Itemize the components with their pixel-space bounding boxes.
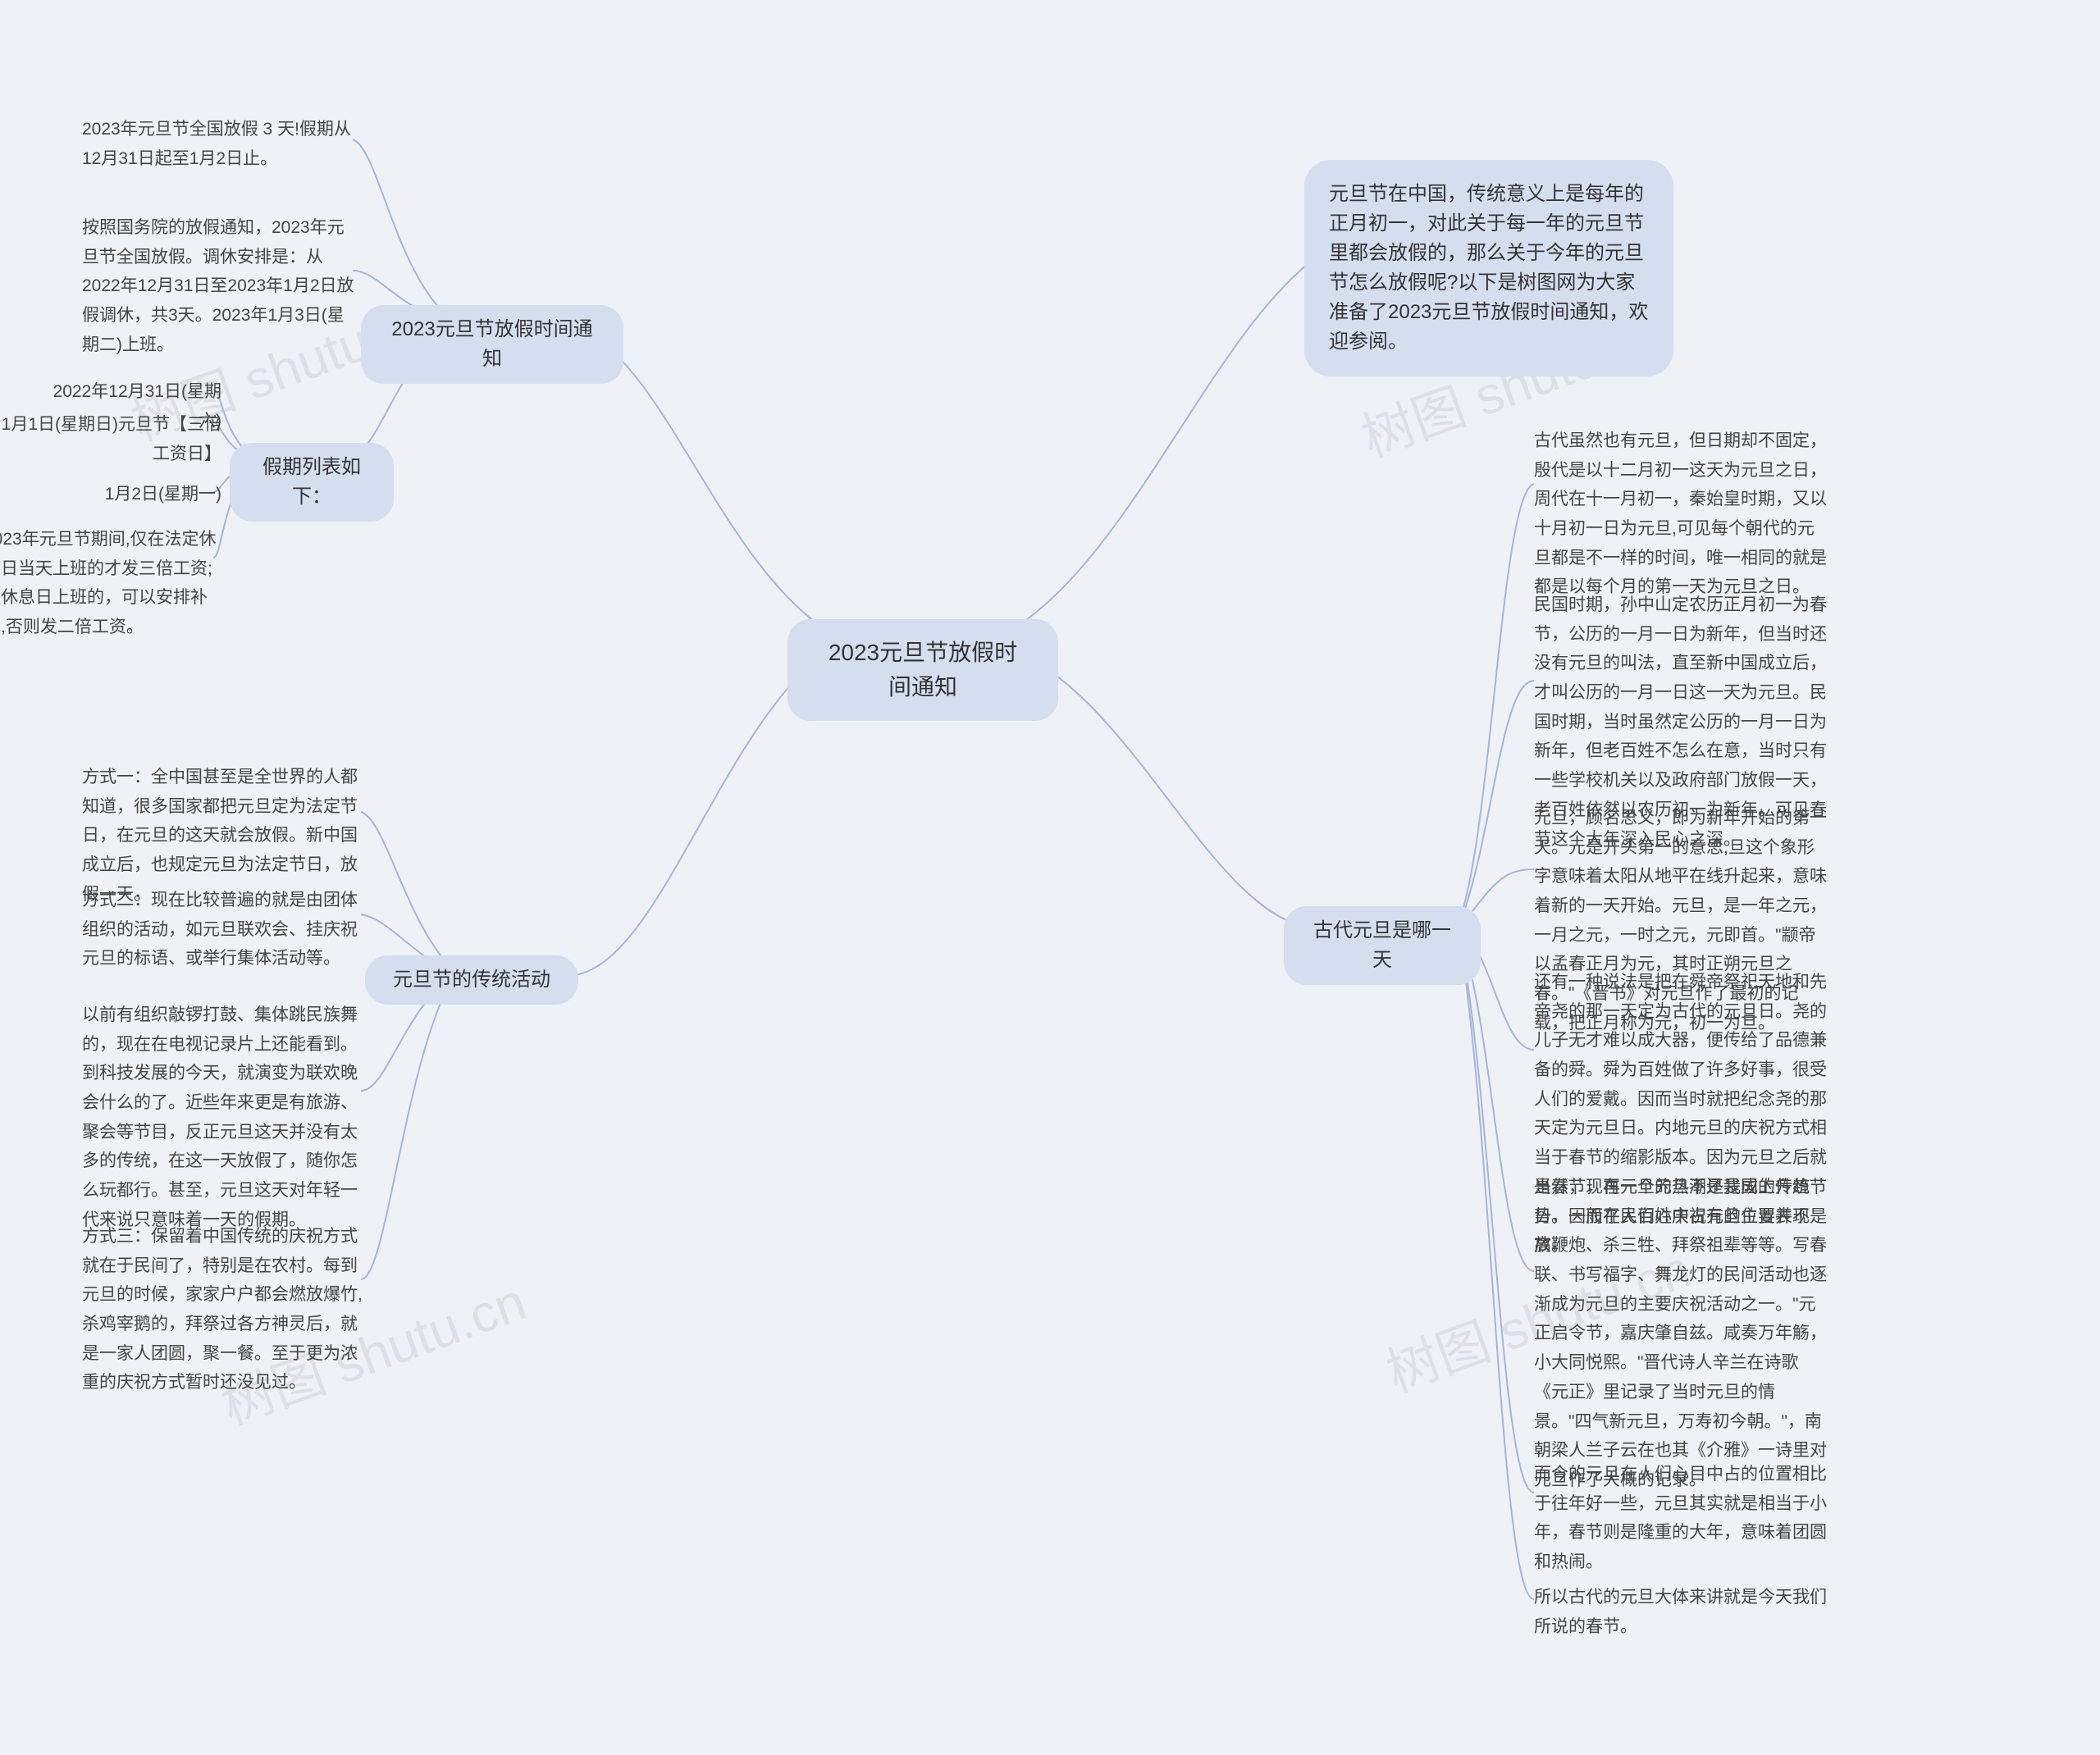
ancient-leaf-6: 所以古代的元旦大体来讲就是今天我们所说的春节。 <box>1534 1583 1829 1641</box>
center-node: 2023元旦节放假时间通知 <box>788 619 1058 721</box>
branch-holiday-notice: 2023元旦节放假时间通知 <box>361 305 623 384</box>
intro-text: 元旦节在中国，传统意义上是每年的正月初一，对此关于每一年的元旦节里都会放假的，那… <box>1329 183 1648 353</box>
branch-ancient-label: 古代元旦是哪一天 <box>1313 919 1451 971</box>
branch-ancient: 古代元旦是哪一天 <box>1284 906 1481 985</box>
ancient-leaf-4: 当然，现在元旦的热潮还是成上升趋势。一般平民百姓庆祝元旦主要表现是放鞭炮、杀三牲… <box>1534 1173 1829 1495</box>
holiday-sub-item-2: 1月2日(星期一) <box>90 480 221 509</box>
branch-holiday-notice-label: 2023元旦节放假时间通知 <box>391 318 592 370</box>
traditions-leaf-1: 方式二：现在比较普遍的就是由团体组织的活动，如元旦联欢会、挂庆祝元旦的标语、或举… <box>82 886 369 973</box>
intro-node: 元旦节在中国，传统意义上是每年的正月初一，对此关于每一年的元旦节里都会放假的，那… <box>1304 160 1673 376</box>
holiday-leaf-0: 2023年元旦节全国放假 3 天!假期从12月31日起至1月2日止。 <box>82 115 361 173</box>
holiday-leaf-1: 按照国务院的放假通知，2023年元旦节全国放假。调休安排是：从2022年12月3… <box>82 213 361 359</box>
traditions-leaf-2: 以前有组织敲锣打鼓、集体跳民族舞的，现在在电视记录片上还能看到。到科技发展的今天… <box>82 1001 369 1235</box>
holiday-sub-item-1: 1月1日(星期日)元旦节【三倍工资日】 <box>0 410 221 468</box>
branch-traditions: 元旦节的传统活动 <box>365 955 578 1005</box>
branch-traditions-label: 元旦节的传统活动 <box>393 969 550 991</box>
holiday-sub-item-3: 2023年元旦节期间,仅在法定休假日当天上班的才发三倍工资;在休息日上班的，可以… <box>0 525 221 642</box>
holiday-sub-label: 假期列表如下： <box>262 456 361 508</box>
ancient-leaf-0: 古代虽然也有元旦，但日期却不固定，殷代是以十二月初一这天为元旦之日，周代在十一月… <box>1534 426 1829 602</box>
ancient-leaf-5: 而今的元旦在人们心目中占的位置相比于往年好一些，元旦其实就是相当于小年，春节则是… <box>1534 1460 1829 1577</box>
center-label: 2023元旦节放假时间通知 <box>829 640 1017 700</box>
holiday-sub-node: 假期列表如下： <box>230 443 394 522</box>
traditions-leaf-3: 方式三：保留着中国传统的庆祝方式就在于民间了，特别是在农村。每到元旦的时候，家家… <box>82 1222 369 1397</box>
